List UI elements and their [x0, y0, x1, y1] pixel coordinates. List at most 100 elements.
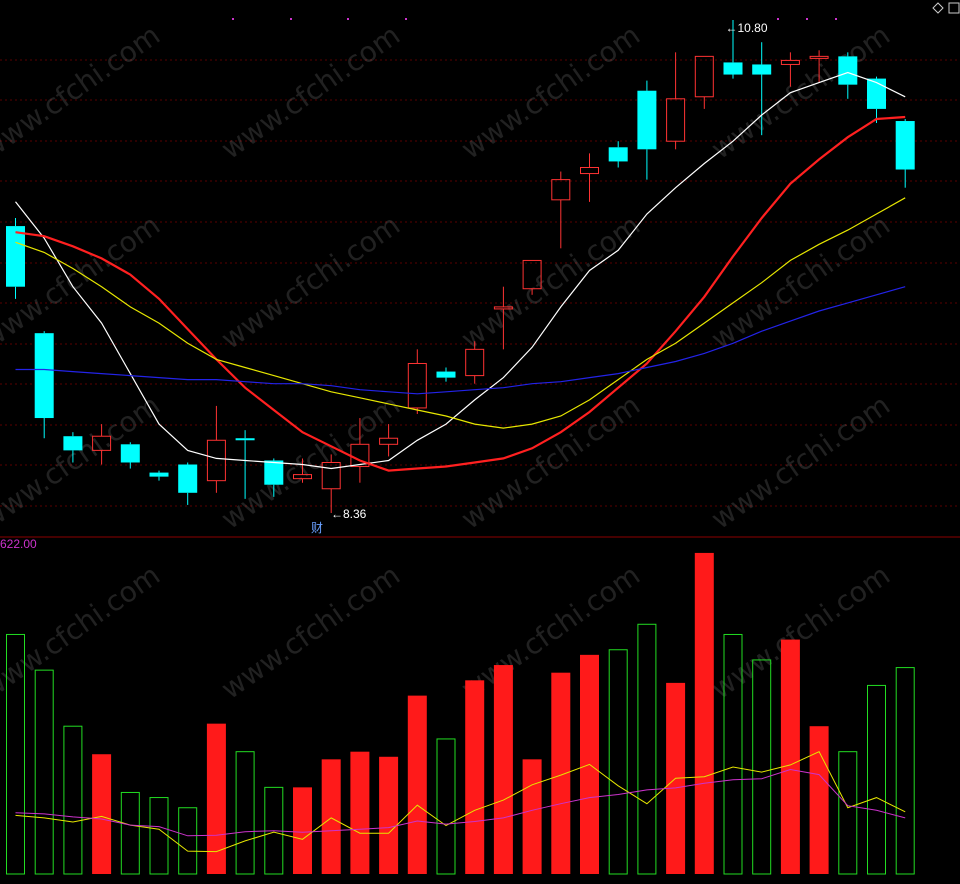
candle — [235, 430, 255, 499]
candle-body-down — [723, 62, 743, 75]
candle — [551, 171, 571, 249]
candle — [637, 80, 657, 180]
candle — [608, 141, 628, 168]
high-price-label: ←10.80 — [726, 21, 768, 35]
volume-bar-down — [235, 751, 255, 875]
candle — [264, 458, 284, 497]
top-marker-dot — [835, 18, 837, 20]
candle — [895, 119, 915, 188]
candle-body-up — [551, 179, 571, 201]
top-marker-dot — [806, 18, 808, 20]
volume-bars — [6, 552, 915, 875]
volume-average-lines — [15, 751, 906, 853]
candle-body-down — [34, 333, 54, 419]
volume-bar-down — [867, 684, 886, 875]
candle — [666, 52, 686, 150]
watermark-text: www.cfchi.com — [705, 388, 896, 535]
candle-body-down — [149, 472, 169, 477]
volume-bar-down — [178, 807, 198, 875]
candle-body-down — [752, 64, 772, 75]
candle-body-up — [379, 437, 399, 445]
candle-body-down — [178, 464, 198, 493]
candle-body-down — [867, 78, 886, 109]
watermark-text: www.cfchi.com — [215, 208, 406, 355]
moving-average-line — [15, 71, 906, 470]
candle — [63, 432, 83, 463]
candle — [92, 424, 112, 465]
candle — [580, 153, 599, 202]
watermark-text: www.cfchi.com — [455, 208, 646, 355]
candle — [6, 218, 25, 299]
candlestick-series — [6, 20, 915, 513]
candle-body-down — [120, 444, 140, 463]
candle-body-up — [493, 306, 513, 310]
candle — [752, 42, 772, 136]
candle-body-down — [608, 147, 628, 162]
candle-body-up — [809, 55, 829, 59]
volume-bar-up — [551, 672, 571, 874]
volume-bar-down — [752, 659, 772, 875]
watermark-text: www.cfchi.com — [705, 208, 896, 355]
candle — [379, 424, 399, 457]
candle-body-up — [580, 166, 599, 175]
top-marker-dot — [405, 18, 407, 20]
volume-bar-down — [63, 725, 83, 875]
candle-body-down — [63, 436, 83, 451]
price-grid — [0, 18, 960, 507]
menu-icon[interactable] — [948, 2, 960, 14]
volume-bar-down — [149, 797, 169, 875]
volume-bar-down — [120, 791, 140, 875]
candle — [120, 442, 140, 469]
watermark-text: www.cfchi.com — [215, 18, 406, 165]
volume-bar-down — [838, 751, 858, 875]
candle — [522, 259, 542, 295]
volume-bar-down — [637, 623, 657, 875]
volume-bar-up — [407, 695, 427, 874]
candle — [178, 462, 198, 505]
moving-average-lines — [15, 71, 906, 472]
volume-bar-down — [34, 669, 54, 875]
candle — [694, 55, 714, 109]
top-marker-dot — [777, 18, 779, 20]
diamond-icon[interactable] — [932, 2, 944, 14]
candle — [493, 286, 513, 350]
candle — [436, 367, 456, 382]
watermark-text: www.cfchi.com — [455, 18, 646, 165]
top-marker-dot — [290, 18, 292, 20]
candle-body-up — [206, 439, 226, 482]
volume-bar-up — [780, 639, 800, 874]
volume-average-line — [15, 768, 906, 837]
candle-body-up — [465, 348, 485, 377]
candle — [293, 458, 312, 483]
candle-body-up — [321, 461, 341, 490]
low-price-label: ←8.36 — [331, 507, 367, 521]
watermark-text: www.cfchi.com — [215, 558, 406, 705]
candle-body-up — [694, 55, 714, 98]
candle-body-down — [895, 121, 915, 170]
volume-bar-up — [206, 723, 226, 874]
watermark-text: www.cfchi.com — [0, 18, 166, 165]
volume-bar-up — [92, 754, 112, 874]
volume-bar-down — [723, 633, 743, 875]
candle-body-up — [666, 98, 686, 142]
candle-body-up — [780, 59, 800, 65]
volume-bar-up — [522, 759, 542, 874]
candle-body-down — [838, 56, 858, 85]
candle — [465, 341, 485, 384]
candle-body-down — [235, 438, 255, 441]
candle — [809, 50, 829, 83]
candle — [407, 349, 427, 414]
candle — [34, 331, 54, 439]
volume-bar-down — [608, 649, 628, 875]
candle-body-down — [637, 90, 657, 150]
volume-bar-up — [809, 726, 829, 874]
event-marker-label: 财 — [311, 521, 323, 535]
volume-bar-down — [436, 738, 456, 875]
volume-bar-up — [694, 552, 714, 874]
volume-bar-down — [6, 633, 25, 875]
candle — [867, 76, 886, 124]
volume-bar-down — [895, 667, 915, 875]
moving-average-line — [15, 286, 906, 395]
candle-body-up — [522, 259, 542, 290]
